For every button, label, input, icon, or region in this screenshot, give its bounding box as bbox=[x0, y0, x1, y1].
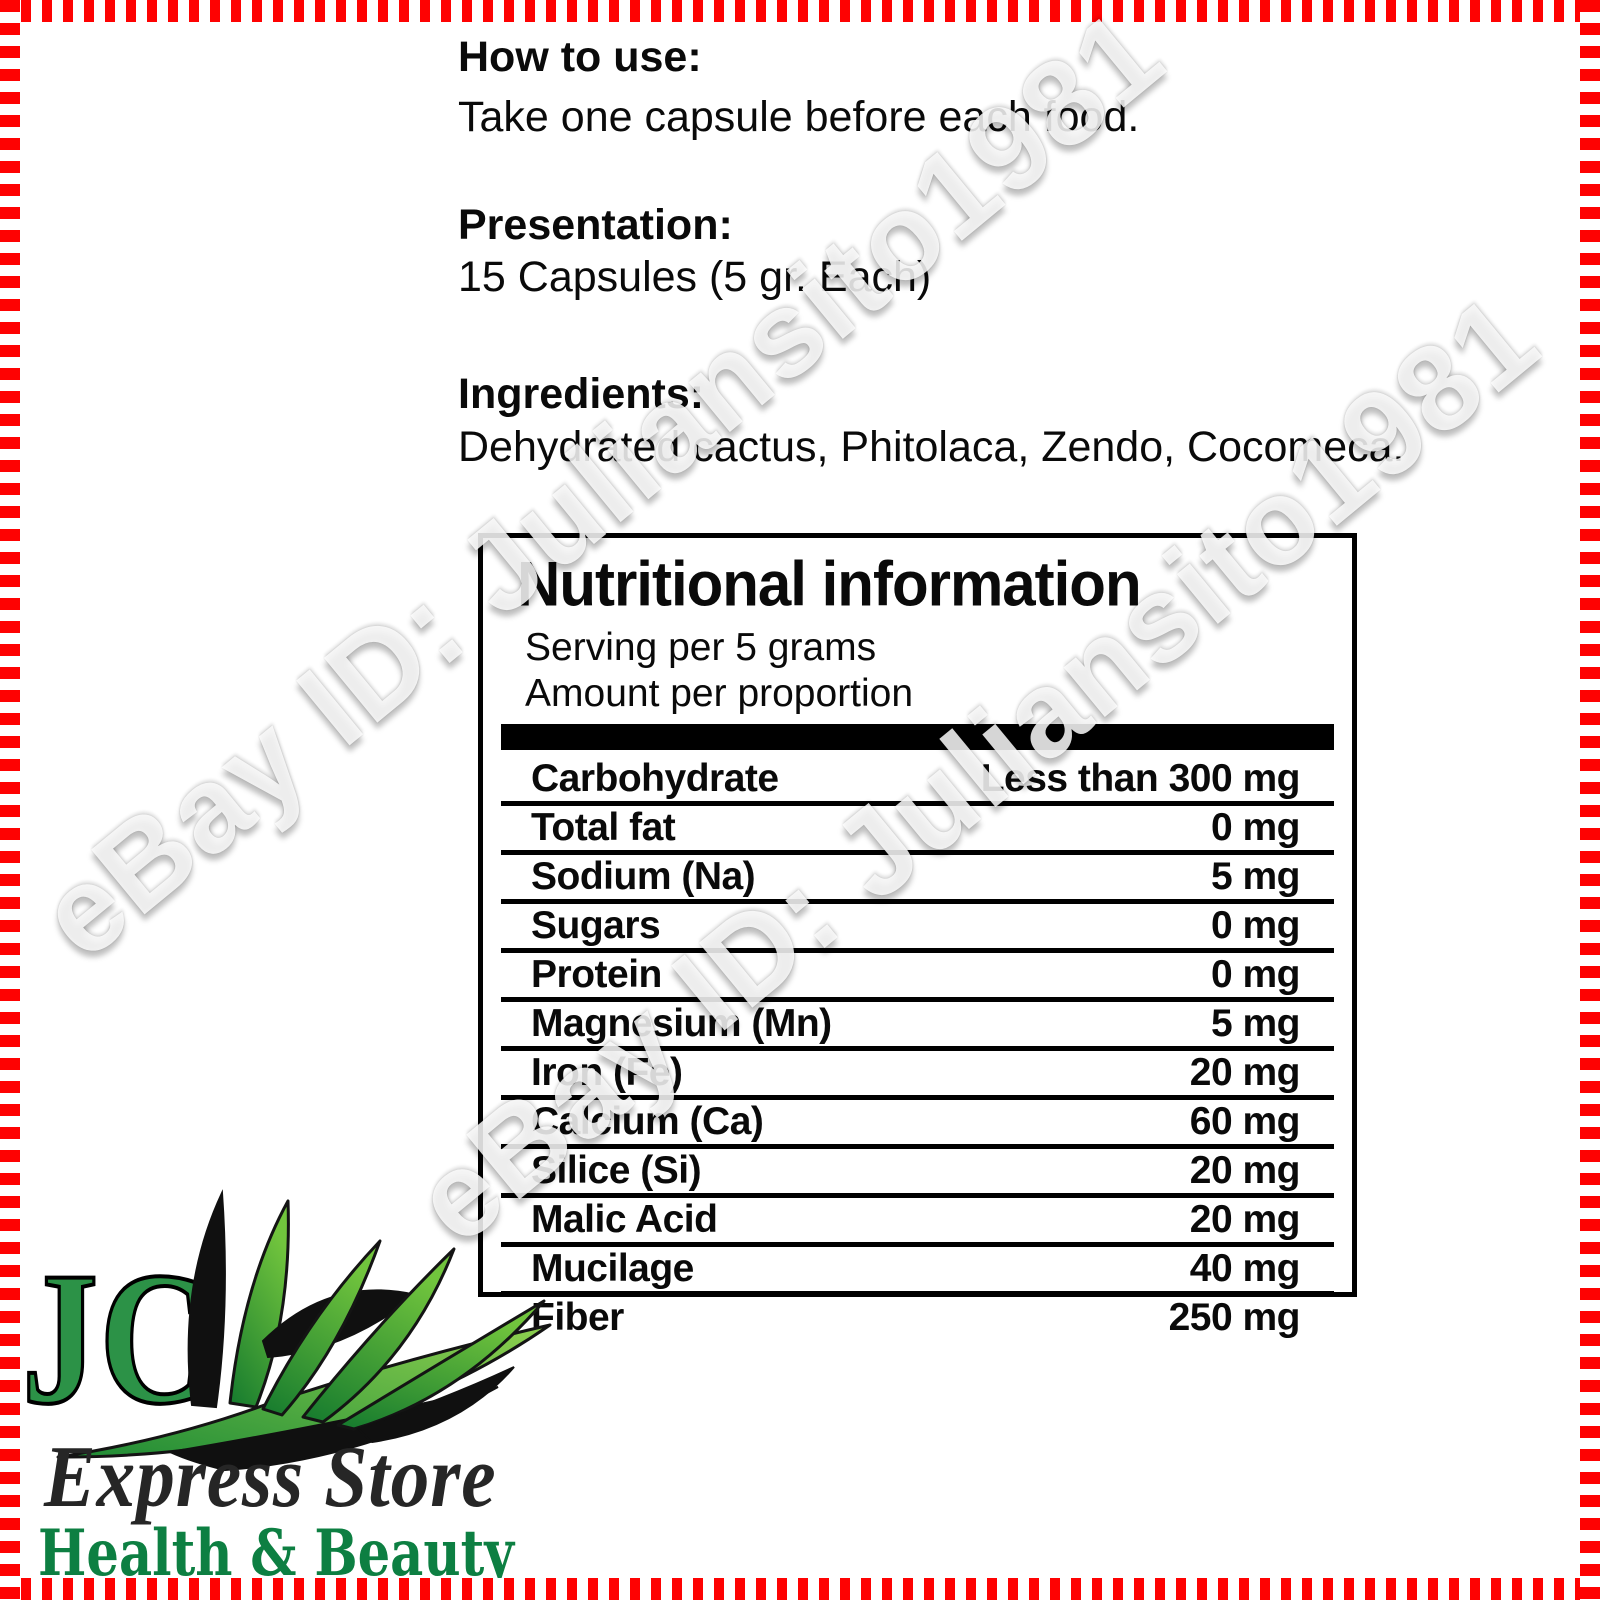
nutrition-facts-panel: Nutritional information Serving per 5 gr… bbox=[478, 533, 1357, 1339]
nutrient-value: Less than 300 mg bbox=[980, 757, 1301, 800]
table-row: Magnesium (Mn) 5 mg bbox=[501, 1002, 1334, 1051]
table-row: Total fat 0 mg bbox=[501, 806, 1334, 855]
table-row: Carbohydrate Less than 300 mg bbox=[501, 757, 1334, 806]
nutrient-label: Magnesium (Mn) bbox=[531, 1002, 832, 1045]
table-row: Mucilage 40 mg bbox=[501, 1247, 1334, 1296]
nutrient-value: 0 mg bbox=[1210, 806, 1301, 849]
nutrient-value: 20 mg bbox=[1189, 1198, 1301, 1241]
serving-size-line: Serving per 5 grams bbox=[525, 626, 877, 669]
section-how-to-use: How to use: Take one capsule before each… bbox=[458, 33, 1139, 141]
nutrient-label: Total fat bbox=[531, 806, 676, 849]
table-row: Silice (Si) 20 mg bbox=[501, 1149, 1334, 1198]
nutrient-label: Sodium (Na) bbox=[531, 855, 756, 898]
table-row: Iron (Fe) 20 mg bbox=[501, 1051, 1334, 1100]
nutrient-label: Silice (Si) bbox=[531, 1149, 702, 1192]
logo-store-name: Express Store bbox=[44, 1429, 497, 1526]
nutrient-label: Malic Acid bbox=[531, 1198, 718, 1241]
nutrient-value: 0 mg bbox=[1210, 904, 1301, 947]
ingredients-heading: Ingredients: bbox=[458, 370, 705, 418]
striped-border-left bbox=[0, 0, 20, 1600]
striped-border-bottom bbox=[0, 1578, 1600, 1600]
nutrient-value: 5 mg bbox=[1210, 855, 1301, 898]
nutrient-value: 5 mg bbox=[1210, 1002, 1301, 1045]
striped-border-right bbox=[1580, 0, 1600, 1600]
table-row: Sodium (Na) 5 mg bbox=[501, 855, 1334, 904]
leaf-logo-graphic bbox=[56, 1189, 552, 1472]
striped-border-top bbox=[0, 0, 1600, 22]
how-to-use-body: Take one capsule before each food. bbox=[458, 93, 1140, 141]
presentation-heading: Presentation: bbox=[458, 201, 733, 249]
ingredients-body: Dehydrated cactus, Phitolaca, Zendo, Coc… bbox=[458, 423, 1405, 471]
nutrient-label: Iron (Fe) bbox=[531, 1051, 683, 1094]
table-row: Protein 0 mg bbox=[501, 953, 1334, 1002]
nutrient-value: 0 mg bbox=[1210, 953, 1301, 996]
nutrient-label: Fiber bbox=[531, 1296, 624, 1339]
table-row: Calcium (Ca) 60 mg bbox=[501, 1100, 1334, 1149]
nutrient-value: 20 mg bbox=[1189, 1051, 1301, 1094]
section-presentation: Presentation: 15 Capsules (5 gr. Each) bbox=[458, 201, 931, 301]
nutrient-label: Carbohydrate bbox=[531, 757, 779, 800]
thick-divider-bar bbox=[501, 724, 1334, 750]
how-to-use-heading: How to use: bbox=[458, 33, 702, 81]
nutrition-rows: Carbohydrate Less than 300 mg Total fat … bbox=[501, 757, 1334, 1339]
logo-initials: JC bbox=[20, 1234, 211, 1444]
nutrient-label: Sugars bbox=[531, 904, 661, 947]
nutrient-label: Protein bbox=[531, 953, 662, 996]
amount-per-line: Amount per proportion bbox=[525, 672, 914, 715]
nutrient-label: Mucilage bbox=[531, 1247, 694, 1290]
presentation-body: 15 Capsules (5 gr. Each) bbox=[458, 253, 932, 301]
nutrient-value: 40 mg bbox=[1189, 1247, 1301, 1290]
nutrient-value: 20 mg bbox=[1189, 1149, 1301, 1192]
table-row: Sugars 0 mg bbox=[501, 904, 1334, 953]
logo-tagline: Health & Beauty bbox=[38, 1516, 514, 1591]
nutrition-title: Nutritional information bbox=[517, 549, 1142, 620]
table-row: Malic Acid 20 mg bbox=[501, 1198, 1334, 1247]
nutrient-label: Calcium (Ca) bbox=[531, 1100, 764, 1143]
nutrient-value: 250 mg bbox=[1168, 1296, 1301, 1339]
table-row: Fiber 250 mg bbox=[501, 1296, 1334, 1340]
nutrient-value: 60 mg bbox=[1189, 1100, 1301, 1143]
section-ingredients: Ingredients: Dehydrated cactus, Phitolac… bbox=[458, 370, 1405, 471]
